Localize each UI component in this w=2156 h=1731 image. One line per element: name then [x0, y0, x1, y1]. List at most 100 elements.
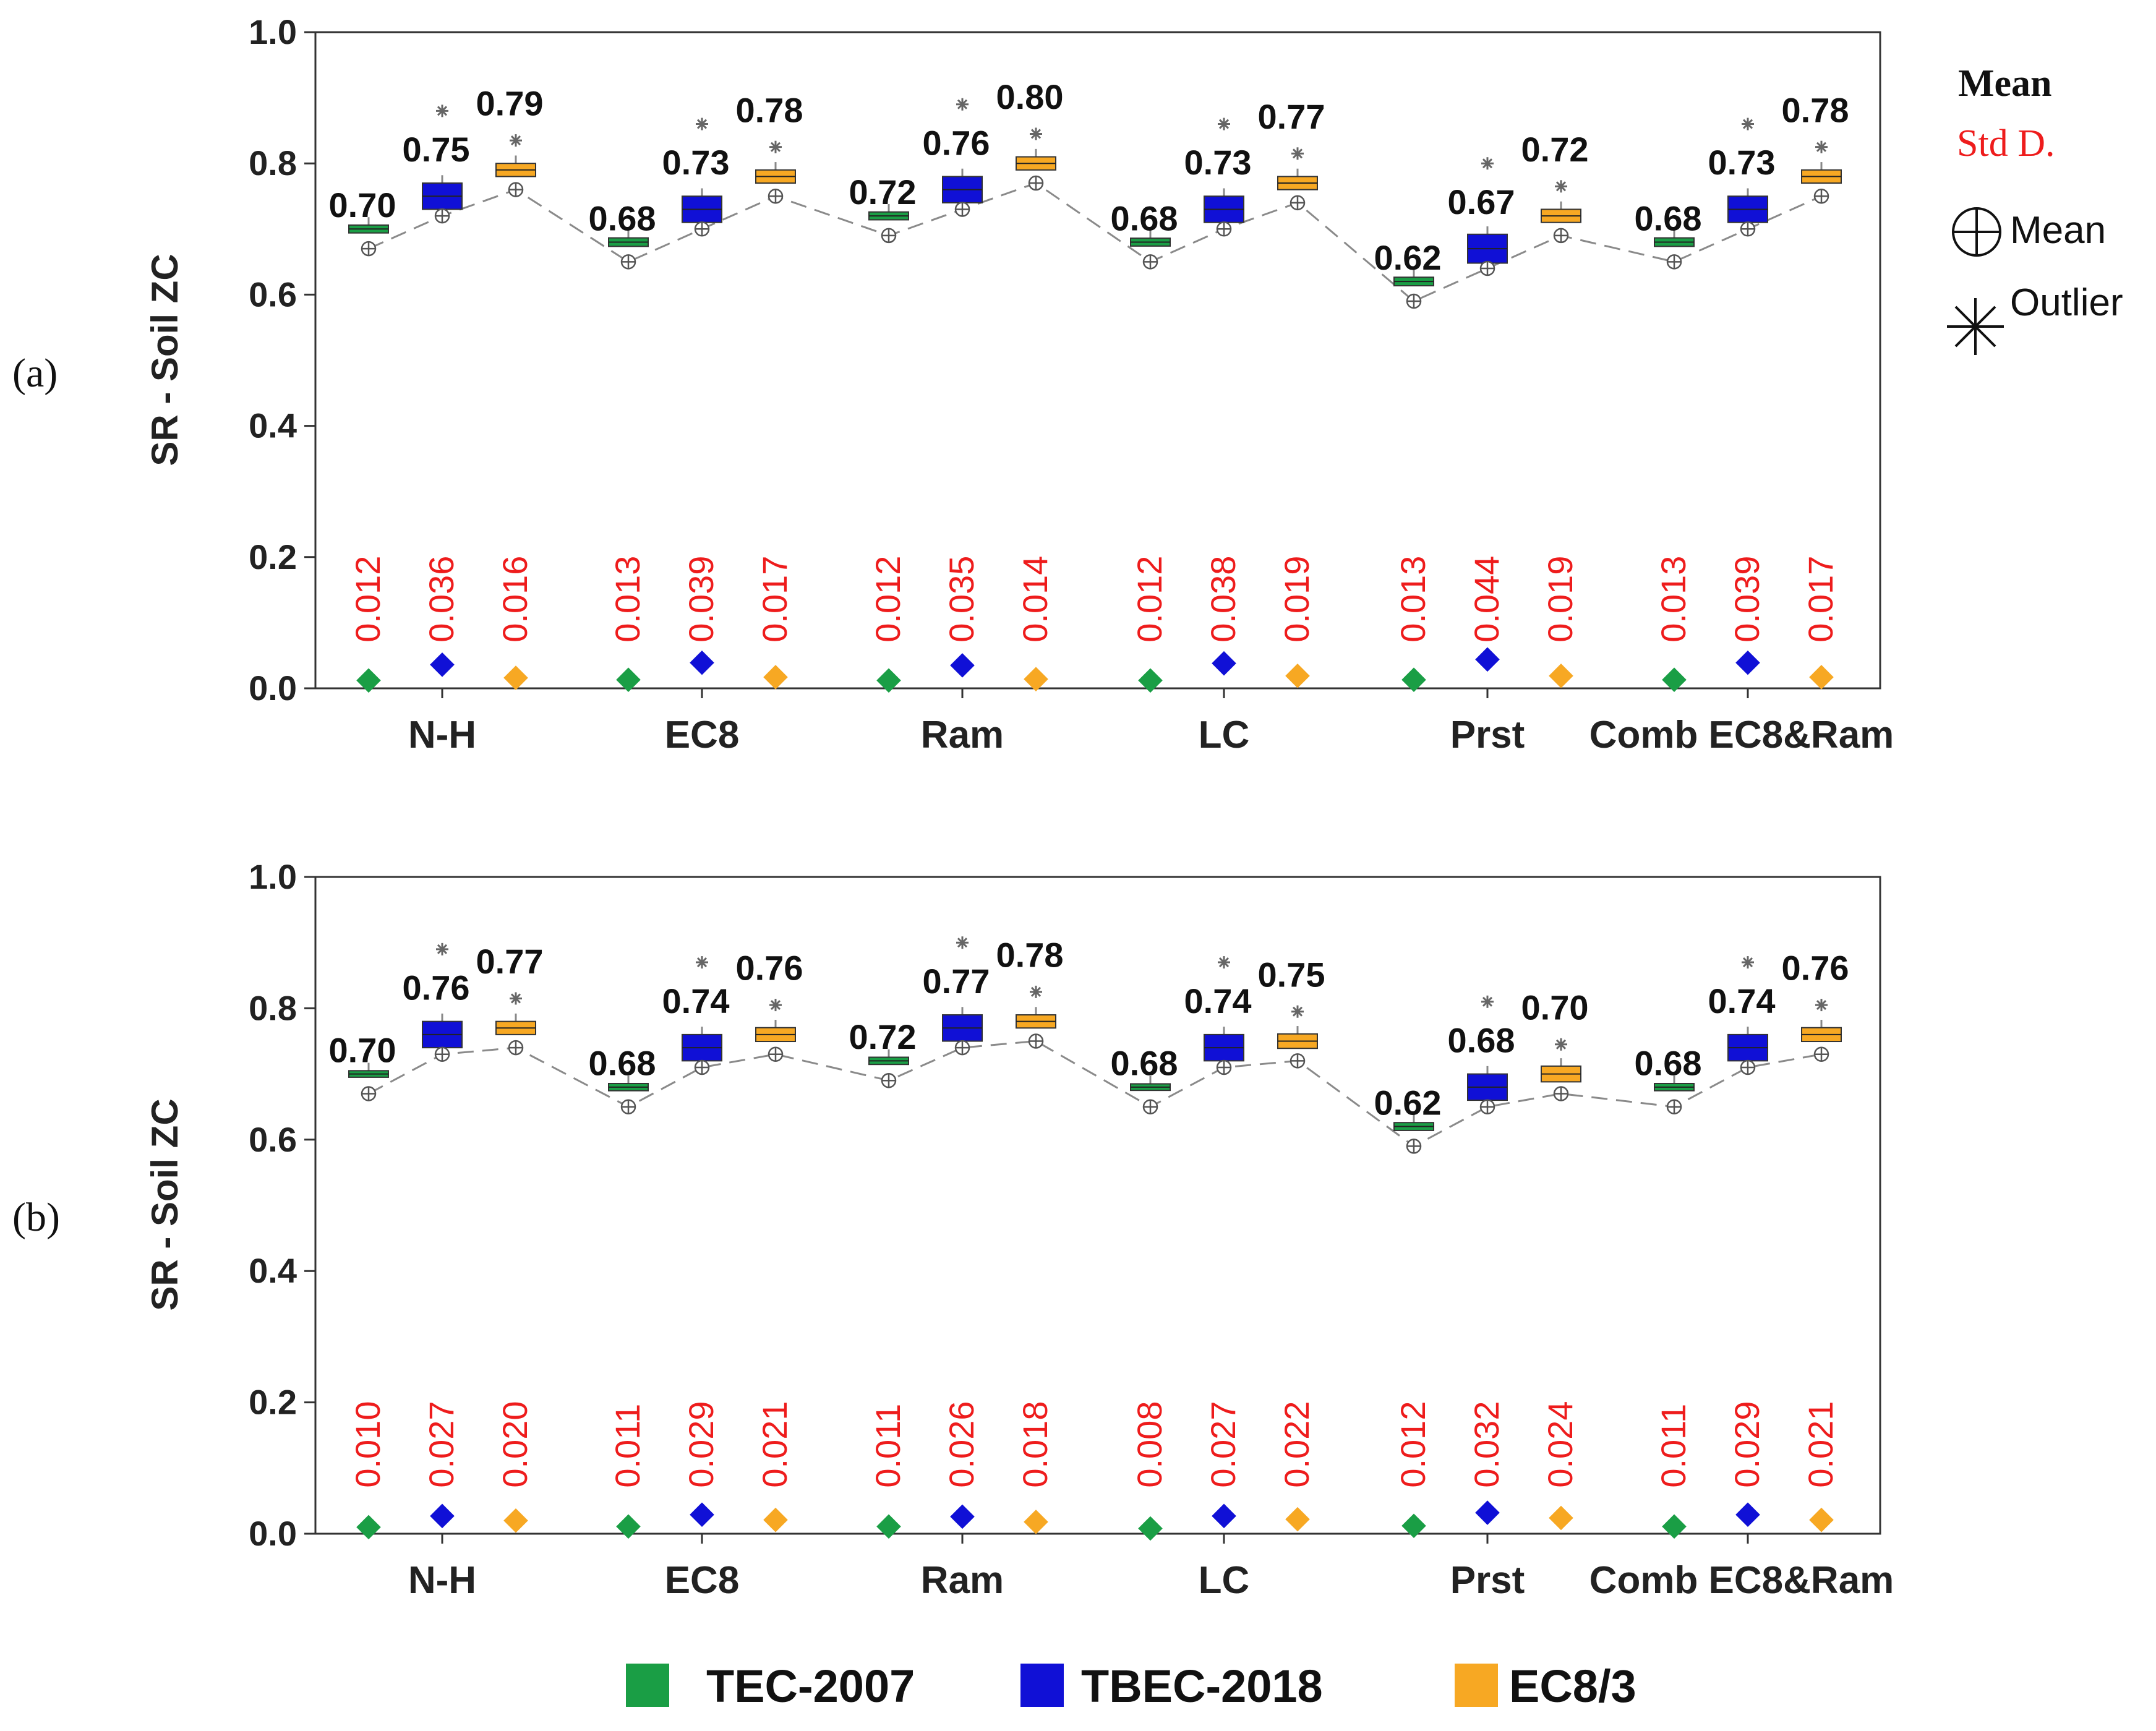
mean-label-tec-2007-ec8: 0.68	[589, 199, 656, 237]
std-marker-ec8-3-n-h	[503, 665, 528, 690]
legend-label-tec2007: TEC-2007	[706, 1660, 915, 1712]
std-label-ec8-3-comb-ec8-ram: 0.021	[1801, 1401, 1840, 1488]
std-marker-tbec-2018-lc	[1212, 1503, 1236, 1529]
std-marker-tbec-2018-n-h	[430, 652, 455, 677]
outlier-icon	[1555, 1038, 1567, 1051]
mean-marker-icon	[1216, 1059, 1232, 1075]
std-marker-ec8-3-comb-ec8-ram	[1809, 665, 1834, 690]
y-tick-label: 0.4	[249, 1251, 297, 1290]
mean-label-ec8-3-ram: 0.78	[996, 935, 1064, 974]
std-label-ec8-3-ram: 0.014	[1016, 556, 1054, 643]
mean-marker-icon	[1142, 254, 1158, 270]
y-tick-label: 0.8	[249, 143, 297, 182]
std-label-tec-2007-comb-ec8-ram: 0.013	[1654, 556, 1693, 643]
y-tick-label: 0.4	[249, 406, 297, 445]
mean-marker-icon	[1813, 189, 1829, 204]
category-label-ec8: EC8	[665, 714, 740, 756]
mean-marker-icon	[881, 1072, 897, 1088]
mean-label-tbec-2018-comb-ec8-ram: 0.74	[1708, 981, 1776, 1020]
std-marker-tbec-2018-ram	[950, 653, 975, 678]
mean-label-ec8-3-prst: 0.70	[1521, 988, 1589, 1027]
std-marker-tec-2007-prst	[1401, 1513, 1426, 1539]
mean-label-ec8-3-prst: 0.72	[1521, 130, 1589, 169]
y-tick-label: 1.0	[249, 12, 297, 51]
y-axis-label: SR - Soil ZC	[144, 1098, 186, 1310]
std-label-tec-2007-ec8: 0.011	[608, 1404, 647, 1488]
outlier-stroke	[510, 993, 521, 1004]
std-label-tbec-2018-ec8: 0.029	[682, 1401, 721, 1488]
mean-marker-icon	[1406, 1139, 1422, 1154]
std-label-tec-2007-n-h: 0.012	[348, 556, 387, 643]
std-label-tbec-2018-ram: 0.035	[942, 556, 981, 643]
category-label-prst: Prst	[1450, 1559, 1525, 1602]
std-label-tbec-2018-comb-ec8-ram: 0.029	[1727, 1401, 1766, 1488]
mean-marker-icon	[1290, 1053, 1306, 1069]
outlier-icon	[1742, 118, 1754, 130]
mean-marker-icon	[1666, 254, 1682, 270]
mean-label-tec-2007-prst: 0.62	[1374, 238, 1442, 277]
panel-b: 0.0 0.2 0.4 0.6 0.8 1.0 SR - Soil ZC (b) N-H EC8 R…	[12, 857, 1894, 1602]
y-tick-label: 0.6	[249, 275, 297, 314]
plot-frame	[314, 31, 1881, 690]
outlier-stroke	[1030, 986, 1042, 997]
mean-marker-icon	[1813, 1046, 1829, 1062]
std-label-tbec-2018-prst: 0.044	[1467, 556, 1506, 643]
outlier-icon	[1291, 147, 1304, 160]
mean-label-ec8-3-lc: 0.77	[1258, 97, 1325, 136]
outlier-icon	[1218, 956, 1230, 969]
outlier-stroke	[696, 957, 708, 968]
outlier-icon	[769, 140, 782, 153]
mean-symbol-icon	[1952, 207, 2001, 257]
outlier-stroke	[957, 938, 968, 948]
y-tick-label: 0.8	[249, 988, 297, 1027]
std-marker-tbec-2018-n-h	[430, 1503, 455, 1529]
mean-marker-icon	[1479, 1099, 1495, 1114]
mean-marker-icon	[508, 1040, 524, 1056]
std-marker-tec-2007-n-h	[356, 1515, 381, 1540]
std-label-ec8-3-ram: 0.018	[1016, 1401, 1054, 1488]
std-marker-ec8-3-ec8	[763, 665, 788, 690]
std-marker-tbec-2018-ec8	[690, 650, 714, 675]
outlier-stroke	[696, 119, 708, 129]
std-label-tec-2007-n-h: 0.010	[348, 1401, 387, 1488]
std-label-tbec-2018-lc: 0.027	[1204, 1401, 1243, 1488]
std-label-tec-2007-prst: 0.012	[1393, 1401, 1432, 1488]
mean-marker-icon	[361, 1086, 377, 1101]
side-legend-std-title: Std D.	[1957, 122, 2055, 165]
mean-marker-icon	[508, 182, 524, 197]
std-marker-ec8-3-comb-ec8-ram	[1809, 1507, 1834, 1532]
std-label-tec-2007-lc: 0.012	[1130, 556, 1169, 643]
outlier-stroke	[1218, 957, 1230, 968]
outlier-stroke	[1030, 129, 1042, 139]
outlier-icon	[510, 992, 522, 1005]
mean-marker-icon	[1479, 260, 1495, 276]
std-marker-tbec-2018-ec8	[690, 1502, 714, 1528]
std-label-ec8-3-prst: 0.024	[1541, 1401, 1580, 1488]
outlier-stroke	[1742, 957, 1753, 968]
mean-marker-icon	[434, 1046, 450, 1062]
mean-marker-icon	[620, 1099, 636, 1114]
std-label-tbec-2018-n-h: 0.027	[422, 1401, 461, 1488]
plot-frame	[314, 876, 1881, 1535]
mean-marker-icon	[1216, 221, 1232, 237]
outlier-stroke	[1816, 142, 1827, 152]
outlier-icon	[510, 134, 522, 147]
mean-label-ec8-3-lc: 0.75	[1258, 955, 1325, 994]
std-marker-tec-2007-ec8	[616, 1514, 641, 1539]
std-label-tec-2007-comb-ec8-ram: 0.011	[1654, 1404, 1693, 1488]
mean-marker-icon	[1553, 1086, 1569, 1101]
std-label-tbec-2018-ram: 0.026	[942, 1401, 981, 1488]
category-label-ec8: EC8	[665, 1559, 740, 1602]
std-label-tec-2007-ram: 0.011	[868, 1404, 907, 1488]
side-legend-mean-symbol-label: Mean	[2010, 209, 2106, 252]
legend-swatch-tbec2018	[1020, 1664, 1064, 1707]
legend-swatch-ec83	[1455, 1664, 1498, 1707]
mean-label-tec-2007-ram: 0.72	[849, 173, 917, 212]
mean-label-tbec-2018-n-h: 0.75	[403, 130, 470, 169]
category-label-n-h: N-H	[408, 714, 476, 756]
mean-label-tbec-2018-ec8: 0.74	[662, 981, 730, 1020]
mean-label-tbec-2018-ram: 0.76	[923, 123, 990, 162]
std-marker-ec8-3-prst	[1549, 1505, 1573, 1531]
mean-label-ec8-3-ram: 0.80	[996, 77, 1064, 116]
mean-marker-icon	[1553, 228, 1569, 244]
